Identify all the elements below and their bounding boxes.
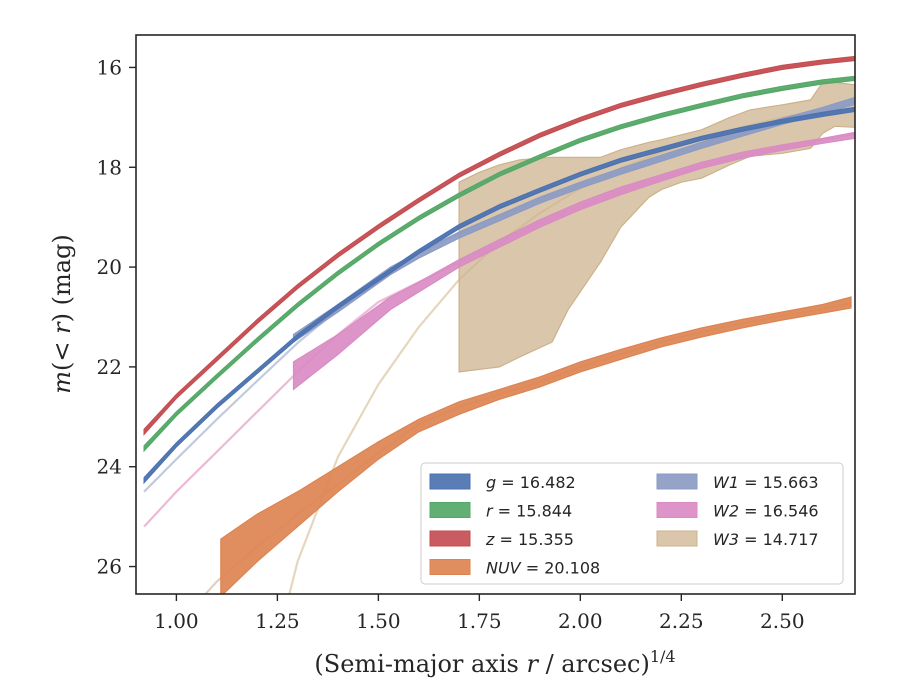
legend-label: W2 = 16.546	[713, 502, 819, 521]
x-tick-label: 1.25	[255, 609, 300, 633]
legend-label: W1 = 15.663	[713, 473, 819, 492]
y-axis-title: m(< r) (mag)	[48, 234, 76, 394]
legend-swatch	[429, 559, 471, 575]
x-tick-label: 2.00	[558, 609, 603, 633]
x-axis: 1.00 1.25 1.50 1.75 2.00 2.25 2.50	[154, 594, 805, 633]
legend: g = 16.482 r = 15.844 z = 15.355 NUV = 20.1…	[420, 462, 844, 585]
legend-swatch	[429, 502, 471, 518]
plot-area	[143, 55, 855, 594]
y-tick-label: 24	[97, 455, 122, 479]
legend-label: z = 15.355	[485, 530, 574, 549]
legend-label: g = 16.482	[486, 473, 576, 492]
legend-swatch	[429, 473, 471, 490]
legend-item-nuv: NUV = 20.108	[429, 559, 600, 578]
legend-item-g: g = 16.482	[429, 473, 576, 492]
legend-swatch	[656, 530, 698, 547]
legend-label: NUV = 20.108	[486, 559, 600, 578]
band-g	[143, 106, 855, 485]
legend-label: r = 15.844	[486, 502, 572, 521]
y-tick-label: 20	[97, 255, 122, 279]
plot-frame	[135, 34, 856, 595]
legend-item-w3: W3 = 14.717	[656, 530, 819, 549]
band-r	[143, 75, 855, 453]
x-axis-title: (Semi-major axis r / arcsec)1/4	[314, 647, 675, 678]
band-w3	[458, 81, 855, 373]
legend-label: W3 = 14.717	[713, 530, 819, 549]
legend-box	[420, 462, 844, 585]
band-w2	[292, 131, 855, 391]
x-tick-label: 1.50	[356, 609, 401, 633]
legend-swatch	[656, 502, 698, 518]
legend-item-z: z = 15.355	[429, 530, 574, 549]
legend-swatch	[656, 473, 698, 490]
x-tick-label: 1.00	[154, 609, 199, 633]
y-tick-label: 26	[97, 555, 122, 579]
band-z	[143, 55, 855, 436]
x-tick-label: 2.25	[659, 609, 704, 633]
legend-item-w2: W2 = 16.546	[656, 502, 819, 521]
band-nuv	[220, 296, 852, 594]
band-w1	[292, 96, 855, 344]
legend-swatch	[429, 530, 471, 547]
legend-item-r: r = 15.844	[429, 502, 572, 521]
legend-item-w1: W1 = 15.663	[656, 473, 819, 492]
y-axis: 16 18 20 22 24 26	[97, 55, 136, 579]
y-tick-label: 16	[97, 55, 122, 79]
y-tick-label: 18	[97, 155, 122, 179]
y-tick-label: 22	[97, 355, 122, 379]
x-tick-label: 2.50	[760, 609, 805, 633]
x-tick-label: 1.75	[457, 609, 502, 633]
